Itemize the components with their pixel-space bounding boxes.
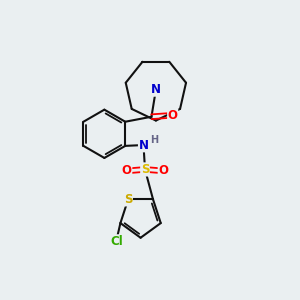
Text: O: O [122,164,132,177]
Text: O: O [158,164,168,177]
Text: Cl: Cl [110,235,123,248]
Text: N: N [139,139,148,152]
Text: H: H [150,135,158,145]
Text: S: S [124,193,132,206]
Text: S: S [141,163,149,176]
Text: O: O [168,109,178,122]
Text: N: N [151,83,161,96]
